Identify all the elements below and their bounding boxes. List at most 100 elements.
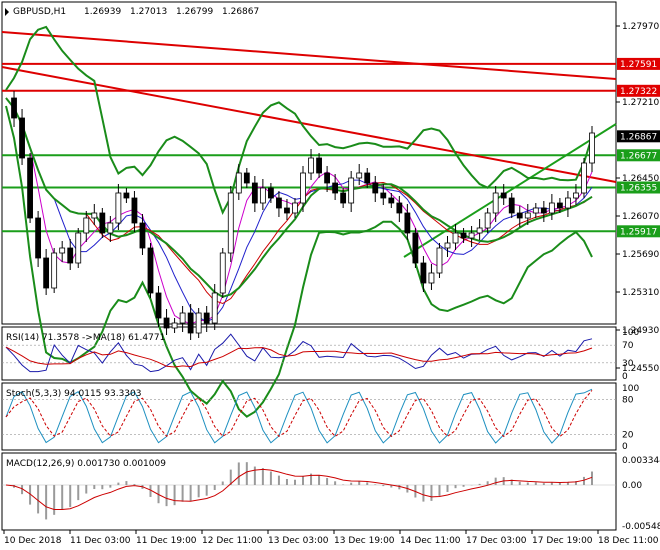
macd-tick-label: 0.00: [622, 481, 642, 491]
time-tick-label: 17 Dec 19:00: [532, 536, 593, 546]
candle-body: [532, 207, 539, 214]
price-tag-label: 1.25917: [620, 227, 657, 237]
high-value: 1.27013: [130, 7, 167, 17]
candle-body: [163, 317, 170, 329]
candle-body: [107, 222, 114, 234]
candle-body: [155, 292, 162, 319]
candle-body: [268, 187, 274, 199]
low-value: 1.26799: [176, 7, 213, 17]
downtrend-line-upper: [1, 31, 617, 80]
downtrend-line-lower: [1, 66, 617, 183]
candle-body: [524, 212, 531, 219]
candle-body: [227, 192, 234, 254]
candle-body: [131, 197, 138, 224]
price-tag-label: 1.26677: [620, 151, 657, 161]
ma-mid-line: [5, 97, 593, 323]
main-plot-layer: [1, 25, 617, 418]
candle-body: [468, 232, 475, 239]
candle-body: [380, 192, 387, 199]
candle-body: [404, 212, 411, 234]
price-tick-label: 1.24550: [622, 364, 659, 374]
candle-body: [251, 182, 258, 204]
chart-type-icon: [5, 8, 9, 16]
time-tick-label: 13 Dec 03:00: [268, 536, 329, 546]
macd-tick-label: -0.005483: [622, 522, 660, 532]
candle-body: [243, 172, 250, 184]
price-tag-label: 1.27591: [620, 60, 657, 70]
candle-body: [276, 197, 282, 209]
close-value: 1.26867: [222, 7, 259, 17]
candle-body: [211, 292, 218, 324]
candle-body: [300, 172, 306, 204]
price-tag: [617, 130, 660, 143]
candle-body: [548, 202, 555, 214]
candle-body: [388, 197, 395, 204]
candle-body: [444, 242, 451, 249]
candle-body: [179, 312, 186, 324]
candle-body: [340, 192, 347, 204]
macd-panel[interactable]: [1, 452, 617, 531]
time-tick-label: 17 Dec 03:00: [466, 536, 527, 546]
candle-body: [171, 322, 178, 329]
candle-body: [476, 227, 483, 234]
candle-body: [460, 232, 467, 239]
time-tick-label: 12 Dec 11:00: [202, 536, 263, 546]
candle-body: [139, 222, 146, 249]
candle-body: [147, 247, 154, 294]
time-tick-label: 14 Dec 11:00: [400, 536, 461, 546]
price-tag-label: 1.26355: [620, 184, 657, 194]
candle-body: [396, 202, 403, 214]
indicator-layer: [2, 333, 616, 520]
price-tag-label: 1.27322: [620, 87, 657, 97]
rsi-tick-label: 70: [622, 341, 634, 351]
rsi-ma-line: [5, 346, 593, 368]
candle-body: [19, 117, 25, 159]
time-tick-label: 18 Dec 11:00: [598, 536, 659, 546]
candle-body: [364, 172, 371, 184]
price-tick-label: 1.25310: [622, 288, 659, 298]
candle-body: [316, 157, 322, 174]
candle-body: [203, 312, 210, 324]
bollinger-upper: [5, 25, 593, 215]
candle-body: [99, 212, 106, 234]
open-value: 1.26939: [84, 7, 121, 17]
candle-body: [75, 232, 82, 264]
candle-body: [372, 182, 379, 194]
candle-body: [500, 192, 507, 199]
stoch-tick-label: 20: [622, 430, 634, 440]
macd-signal-line: [5, 468, 593, 510]
candle-body: [581, 162, 587, 194]
time-tick-label: 11 Dec 19:00: [136, 536, 197, 546]
rsi-label: RSI(14) 71.3578 ->MA(18) 61.4771: [6, 333, 165, 343]
candle-body: [259, 187, 266, 204]
stoch-panel[interactable]: [1, 382, 617, 451]
candle-body: [356, 172, 363, 179]
stoch-tick-label: 80: [622, 396, 634, 406]
candle-body: [59, 247, 66, 254]
candle-body: [27, 157, 33, 219]
price-tick-label: 1.26070: [622, 212, 659, 222]
candle-body: [235, 172, 242, 194]
price-tag: [617, 225, 660, 238]
candle-body: [308, 157, 314, 174]
price-tick-label: 1.27970: [622, 22, 659, 32]
price-tag-label: 1.26867: [620, 132, 657, 142]
candle-body: [91, 212, 98, 219]
candle-body: [11, 97, 17, 119]
candle-body: [556, 202, 563, 209]
candle-body: [187, 312, 194, 334]
candle-body: [484, 212, 491, 229]
candle-body: [516, 212, 523, 219]
price-tick-label: 1.25690: [622, 250, 659, 260]
symbol-label: GBPUSD,H1: [13, 7, 66, 17]
stoch-signal-line: [5, 389, 593, 438]
price-tag: [617, 84, 660, 97]
stoch-tick-label: 0: [622, 442, 628, 452]
rsi-tick-label: 100: [622, 328, 639, 338]
axis-layer: 1.27970 1.27210 1.26450 1.26070 1.25690 1.253…: [3, 22, 660, 546]
macd-label: MACD(12,26,9) 0.001730 0.001009: [6, 459, 166, 469]
candle-body: [492, 192, 499, 214]
candle-body: [83, 217, 90, 234]
candle-body: [589, 132, 595, 164]
